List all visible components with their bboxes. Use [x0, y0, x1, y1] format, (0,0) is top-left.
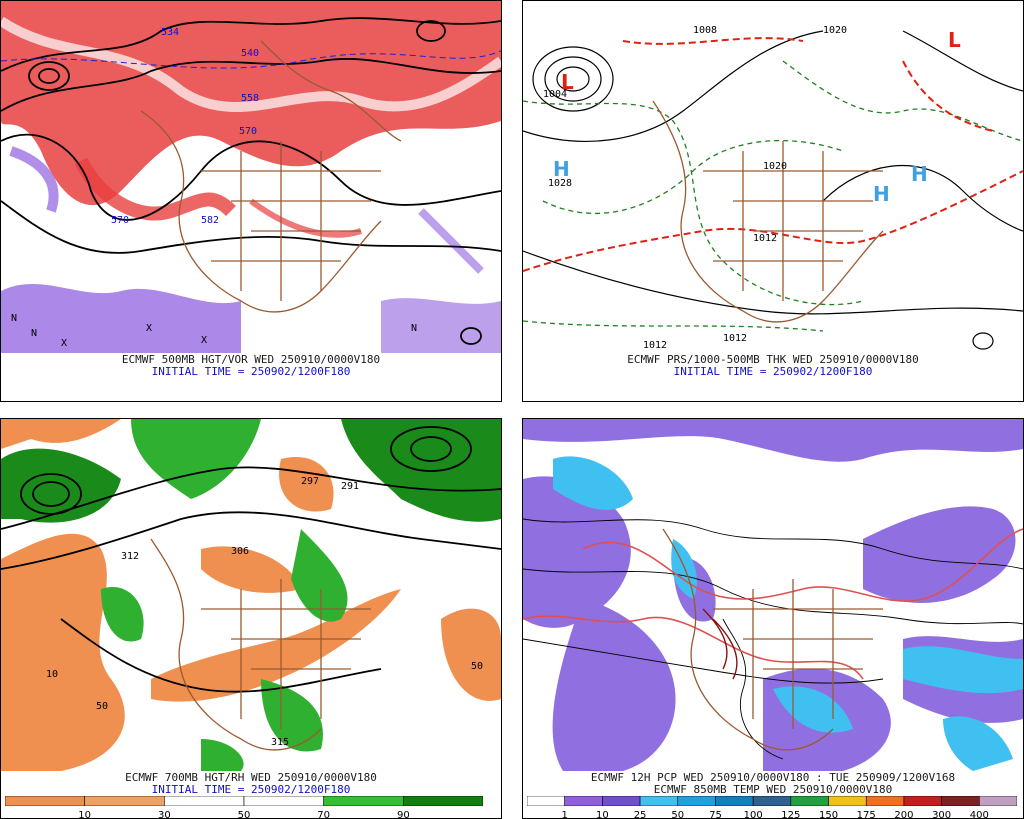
colorbar-tick-label: 200: [894, 810, 914, 819]
panel-prs-thk: 1004 1028 1012 1020 1008 1020 1012 1012 …: [522, 0, 1024, 402]
height-label: 582: [201, 215, 219, 226]
isobar-label: 1012: [753, 233, 777, 244]
height-label: 306: [231, 546, 249, 557]
isobar-label: 1004: [543, 89, 567, 100]
colorbar-tick-label: 400: [969, 810, 989, 819]
vort-min-marker: N: [411, 323, 417, 334]
panel-init-time: INITIAL TIME = 250902/1200F180: [673, 365, 873, 378]
colorbar-tick-label: 125: [781, 810, 801, 819]
panel-title: ECMWF 12H PCP WED 250910/0000V180 : TUE …: [590, 771, 956, 784]
vort-min-marker: N: [31, 328, 37, 339]
height-label: 534: [161, 27, 179, 38]
vort-max-marker: X: [201, 335, 207, 346]
colorbar-tick-label: 10: [596, 810, 609, 819]
colorbar-tick-label: 90: [396, 810, 410, 819]
colorbar-swatch: [5, 796, 85, 806]
colorbar-swatch: [828, 796, 867, 806]
rh-label: 50: [471, 661, 483, 672]
panel-title: ECMWF PRS/1000-500MB THK WED 250910/0000…: [627, 353, 919, 366]
height-label: 291: [341, 481, 359, 492]
high-pressure-marker: H: [553, 157, 570, 181]
colorbar-swatch: [639, 796, 679, 806]
colorbar-tick-label: 50: [237, 810, 251, 819]
isobar-label: 1020: [763, 161, 787, 172]
colorbar-swatch: [941, 796, 980, 806]
isobar-label: 1012: [723, 333, 747, 344]
colorbar-tick-label: 300: [932, 810, 952, 819]
rh-colorbar: 10 30 50 70 90: [5, 796, 483, 818]
vort-min-marker: N: [11, 313, 17, 324]
low-pressure-marker: L: [561, 70, 574, 94]
pcp-colorbar-swatches: [527, 796, 1017, 806]
colorbar-swatch: [84, 796, 165, 806]
map-500mb: 534 540 558 570 570 582 N N X X X N: [1, 1, 501, 353]
colorbar-tick-label: 50: [671, 810, 685, 819]
colorbar-swatch: [903, 796, 942, 806]
colorbar-swatch: [752, 796, 792, 806]
map-pcp: [523, 419, 1023, 771]
colorbar-tick-label: 70: [317, 810, 331, 819]
isobar-label: 1028: [548, 178, 572, 189]
colorbar-swatch: [243, 796, 324, 806]
colorbar-tick-label: 75: [709, 810, 722, 819]
height-label: 297: [301, 476, 319, 487]
height-label: 312: [121, 551, 139, 562]
height-label: 315: [271, 737, 289, 748]
colorbar-swatch: [715, 796, 754, 806]
panel-700mb-hgt-rh: 10 50 297 291 306 315 312 50 ECMWF 700MB…: [0, 418, 502, 819]
colorbar-swatch: [403, 796, 483, 806]
pcp-colorbar: 1 10 25 50 75 100 125 150 175 200 300 400: [527, 796, 1017, 818]
panel-pcp-850-temp: ECMWF 12H PCP WED 250910/0000V180 : TUE …: [522, 418, 1024, 819]
colorbar-swatch: [865, 796, 905, 806]
map-prs-thk: 1004 1028 1012 1020 1008 1020 1012 1012 …: [523, 1, 1023, 353]
colorbar-tick-label: 150: [818, 810, 839, 819]
height-label: 570: [239, 126, 257, 137]
colorbar-swatch: [979, 796, 1017, 806]
colorbar-tick-label: 25: [633, 810, 647, 819]
isobar-label: 1012: [643, 340, 667, 351]
map-700mb: 10 50 297 291 306 315 312 50: [1, 419, 501, 771]
colorbar-swatch: [790, 796, 829, 806]
height-label: 558: [241, 93, 259, 104]
low-pressure-marker: L: [948, 28, 961, 52]
panel-title: ECMWF 500MB HGT/VOR WED 250910/0000V180: [121, 353, 381, 366]
isobar-label: 1008: [693, 25, 717, 36]
colorbar-swatch: [164, 796, 245, 806]
colorbar-tick-label: 175: [856, 810, 876, 819]
colorbar-swatch: [323, 796, 404, 806]
vort-max-marker: X: [61, 338, 67, 349]
colorbar-tick-label: 10: [78, 810, 92, 819]
high-pressure-marker: H: [911, 162, 928, 186]
colorbar-tick-label: 30: [157, 810, 171, 819]
panel-title: ECMWF 700MB HGT/RH WED 250910/0000V180: [125, 771, 377, 784]
height-label: 540: [241, 48, 259, 59]
colorbar-swatch: [564, 796, 603, 806]
colorbar-swatch: [602, 796, 641, 806]
panel-subtitle: ECMWF 850MB TEMP WED 250910/0000V180: [653, 783, 893, 796]
colorbar-tick-label: 100: [743, 810, 763, 819]
colorbar-swatch: [527, 796, 565, 806]
rh-colorbar-swatches: [5, 796, 483, 806]
height-label: 570: [111, 215, 129, 226]
rh-label: 10: [46, 669, 58, 680]
high-pressure-marker: H: [873, 182, 890, 206]
isobar-label: 1020: [823, 25, 847, 36]
panel-init-time: INITIAL TIME = 250902/1200F180: [151, 783, 351, 796]
panel-init-time: INITIAL TIME = 250902/1200F180: [151, 365, 351, 378]
colorbar-swatch: [677, 796, 716, 806]
colorbar-tick-label: 1: [561, 810, 568, 819]
vort-max-marker: X: [146, 323, 152, 334]
rh-label: 50: [96, 701, 108, 712]
panel-500mb-hgt-vor: 534 540 558 570 570 582 N N X X X N ECMW…: [0, 0, 502, 402]
